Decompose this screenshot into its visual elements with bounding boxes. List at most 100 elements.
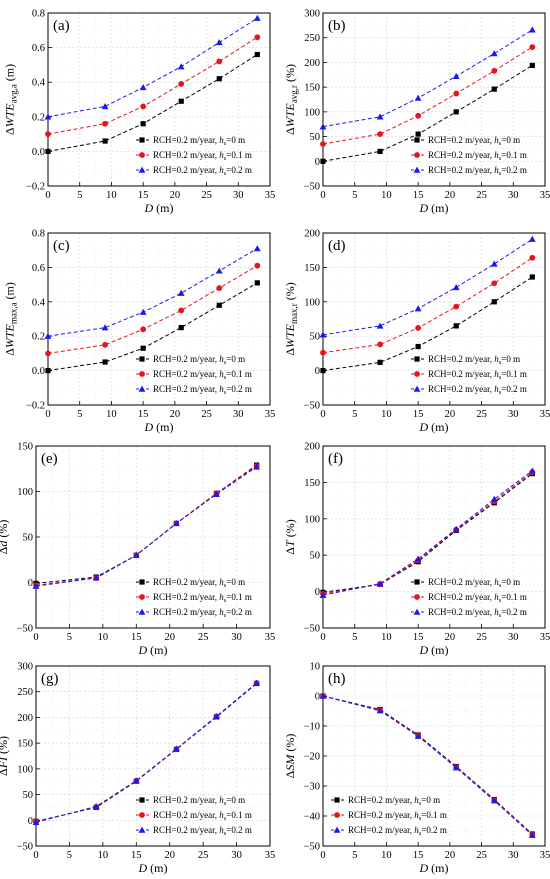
- data-point: [215, 39, 223, 46]
- series-line-2: [47, 265, 258, 354]
- data-point: [490, 50, 498, 57]
- x-tick-label: 20: [445, 190, 456, 201]
- data-point: [415, 112, 422, 119]
- y-tick-label: 150: [17, 442, 33, 453]
- data-point: [452, 72, 460, 79]
- panel-label: (a): [53, 18, 70, 34]
- x-tick-label: 10: [381, 850, 392, 861]
- y-tick-label: 50: [310, 551, 321, 562]
- legend-marker: [138, 385, 146, 392]
- data-point: [320, 368, 326, 374]
- data-point: [139, 308, 147, 315]
- y-tick-label: −50: [17, 842, 33, 853]
- series-line-3: [322, 470, 533, 596]
- legend-entry: RCH=0.2 m/year, hs=0.1 m: [153, 369, 252, 381]
- data-point: [491, 299, 497, 305]
- legend-marker: [138, 608, 146, 615]
- x-tick-label: 25: [476, 409, 487, 420]
- legend-marker: [334, 812, 340, 818]
- data-point: [173, 745, 180, 752]
- legend: RCH=0.2 m/year, hs=0 m RCH=0.2 m/year, hs…: [411, 577, 527, 619]
- data-point: [529, 254, 536, 261]
- x-tick-label: 30: [508, 190, 519, 201]
- legend-entry: RCH=0.2 m/year, hs=0.1 m: [428, 369, 527, 381]
- data-point: [377, 131, 383, 138]
- legend-marker: [333, 826, 341, 833]
- data-point: [102, 120, 108, 127]
- legend-marker: [414, 356, 420, 362]
- data-point: [101, 324, 109, 331]
- y-axis-label: ΔWTEavg,a (m): [3, 64, 19, 135]
- x-tick-label: 15: [413, 632, 424, 643]
- legend-entry: RCH=0.2 m/year, hs=0.2 m: [153, 165, 252, 177]
- data-point: [490, 495, 498, 502]
- data-point: [253, 14, 261, 21]
- series-line-3: [322, 29, 533, 128]
- data-point: [173, 519, 180, 527]
- data-point: [254, 34, 261, 41]
- legend-entry: RCH=0.2 m/year, hs=0.1 m: [428, 592, 527, 604]
- data-point: [45, 368, 51, 374]
- x-tick-label: 25: [476, 190, 487, 201]
- data-point: [490, 797, 498, 804]
- x-tick-label: 35: [540, 632, 550, 643]
- y-tick-label: 150: [304, 83, 320, 94]
- y-tick-label: 100: [304, 514, 320, 525]
- legend-marker: [139, 812, 145, 818]
- legend-marker: [139, 371, 145, 377]
- x-tick-label: 35: [540, 190, 550, 201]
- data-point: [529, 44, 536, 51]
- data-point: [216, 285, 223, 291]
- x-tick-label: 20: [164, 632, 175, 643]
- data-point: [491, 86, 497, 92]
- x-tick-label: 5: [77, 409, 82, 420]
- x-tick-label: 35: [265, 632, 276, 643]
- plot-frame: [322, 445, 546, 629]
- x-axis-label: D (m): [138, 861, 168, 875]
- y-tick-label: 200: [17, 713, 33, 724]
- data-point: [415, 325, 422, 331]
- y-tick-label: 0: [315, 157, 320, 168]
- x-axis-label: D (m): [138, 643, 168, 657]
- y-tick-label: 10: [310, 662, 321, 673]
- y-tick-label: 0.4: [32, 78, 46, 89]
- plot-frame: [322, 232, 546, 406]
- y-tick-label: 100: [304, 107, 320, 118]
- chart-panel-1: 0 5 10 15 20 25 30 35 −0.2 0.0 0.2 0.4 0.6 0.8 D (m) ΔW…: [3, 9, 276, 216]
- data-point: [92, 574, 100, 581]
- legend-entry: RCH=0.2 m/year, hs=0.2 m: [428, 607, 527, 619]
- legend-marker: [139, 579, 145, 585]
- data-point: [178, 98, 184, 104]
- legend-marker: [413, 608, 421, 615]
- data-point: [140, 121, 146, 127]
- x-tick-label: 20: [170, 190, 181, 201]
- panel-label: (e): [41, 451, 58, 467]
- data-point: [254, 51, 260, 58]
- x-tick-label: 15: [413, 409, 424, 420]
- legend-entry: RCH=0.2 m/year, hs=0.2 m: [153, 607, 252, 619]
- data-point: [253, 679, 261, 686]
- x-tick-label: 10: [98, 632, 109, 643]
- legend-marker: [139, 152, 145, 158]
- x-tick-label: 0: [33, 632, 38, 643]
- series-line-2: [47, 36, 258, 135]
- data-point: [213, 490, 220, 497]
- data-point: [319, 591, 327, 598]
- legend-entry: RCH=0.2 m/year, hs=0.2 m: [153, 825, 252, 837]
- data-point: [453, 90, 460, 97]
- y-tick-label: 0.6: [32, 263, 45, 274]
- y-tick-label: 0.2: [32, 112, 45, 123]
- panel-label: (d): [328, 238, 346, 254]
- y-tick-label: −50: [304, 624, 320, 635]
- x-tick-label: 25: [198, 632, 209, 643]
- data-point: [376, 113, 384, 120]
- x-tick-label: 25: [476, 850, 487, 861]
- x-tick-label: 0: [33, 850, 38, 861]
- y-tick-label: −20: [304, 752, 320, 763]
- x-tick-label: 5: [67, 850, 72, 861]
- x-tick-label: 25: [201, 409, 212, 420]
- data-point: [102, 359, 108, 365]
- data-point: [253, 463, 261, 470]
- data-point: [178, 307, 185, 314]
